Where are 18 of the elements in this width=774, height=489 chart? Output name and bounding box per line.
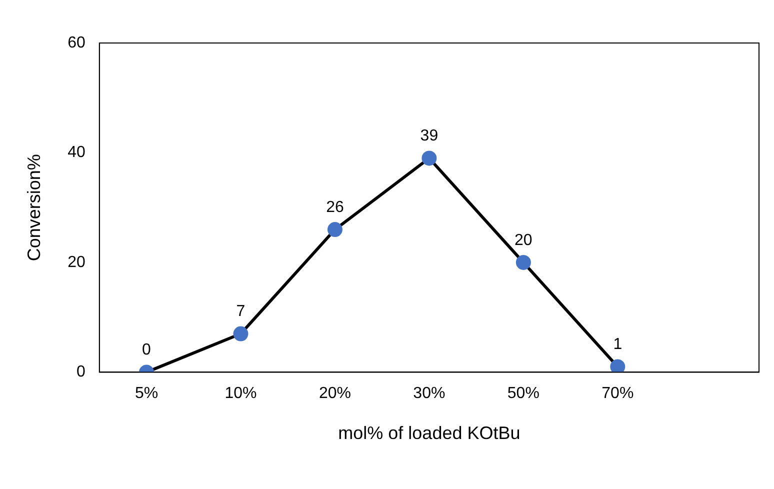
y-tick-label: 0: [76, 364, 86, 381]
x-tick-label: 70%: [602, 385, 634, 402]
data-label: 20: [514, 232, 532, 249]
data-label: 39: [420, 128, 438, 145]
x-tick-label: 30%: [413, 385, 446, 402]
data-label: 1: [613, 336, 622, 354]
x-axis-title: mol% of loaded KOtBu: [338, 423, 520, 444]
x-tick-label: 50%: [507, 385, 540, 402]
data-label: 7: [236, 303, 246, 320]
y-axis-title: Conversion%: [24, 154, 44, 262]
x-tick-label: 5%: [134, 385, 158, 402]
x-tick-label: 10%: [224, 385, 257, 402]
y-tick-label: 60: [68, 34, 86, 52]
data-label: 0: [142, 342, 152, 359]
y-tick-label: 40: [68, 144, 86, 162]
x-tick-label: 20%: [318, 385, 351, 402]
y-tick-label: 20: [68, 254, 86, 271]
data-label: 26: [326, 198, 344, 216]
